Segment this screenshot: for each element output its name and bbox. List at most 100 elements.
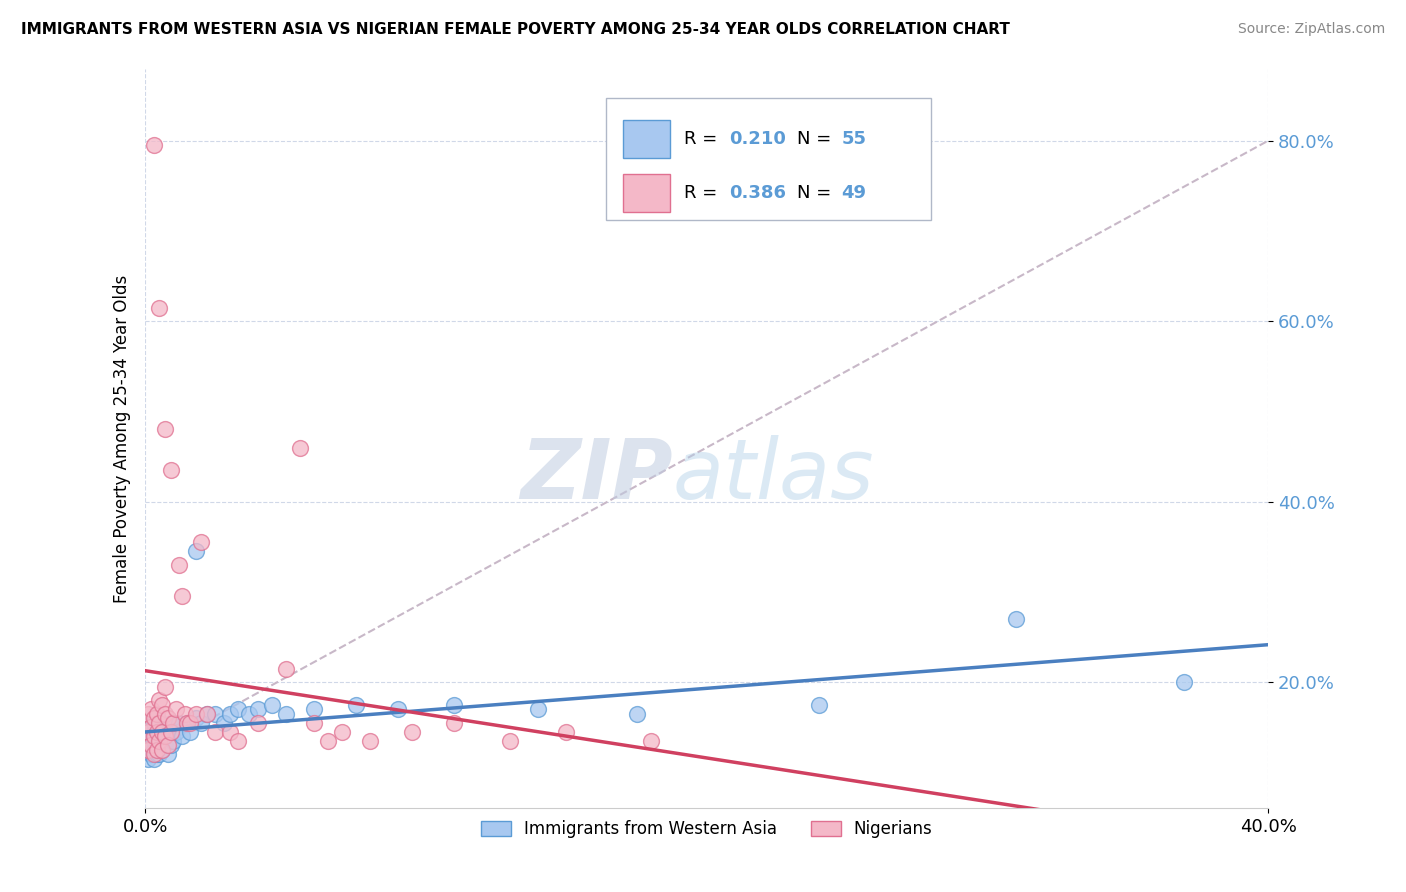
Point [162,733,184,747]
Point [148,724,170,739]
Point [150,724,173,739]
Point [148,301,170,315]
Point [165,724,187,739]
Point [170,590,193,604]
Point [179,715,201,730]
Point [184,706,207,721]
Point [142,743,165,757]
Point [170,729,193,743]
Text: 0.210: 0.210 [730,130,786,148]
Point [148,693,170,707]
Point [238,706,260,721]
Point [136,706,159,721]
Point [176,715,198,730]
Y-axis label: Female Poverty Among 25-34 Year Olds: Female Poverty Among 25-34 Year Olds [114,275,131,603]
Point [142,715,165,730]
Text: R =: R = [685,130,723,148]
Point [142,752,165,766]
Point [302,702,325,716]
Point [246,702,269,716]
Point [150,698,173,712]
Point [145,706,167,721]
Point [145,724,167,739]
Text: IMMIGRANTS FROM WESTERN ASIA VS NIGERIAN FEMALE POVERTY AMONG 25-34 YEAR OLDS CO: IMMIGRANTS FROM WESTERN ASIA VS NIGERIAN… [21,22,1010,37]
Point [142,138,165,153]
Point [173,706,195,721]
Point [1004,612,1026,626]
Point [167,558,190,572]
Point [142,747,165,762]
Point [150,743,173,757]
Point [145,729,167,743]
Point [401,724,423,739]
Point [344,698,367,712]
Point [148,733,170,747]
Point [302,715,325,730]
Point [136,724,159,739]
Point [179,724,201,739]
Point [139,739,162,753]
Point [218,706,240,721]
Point [148,715,170,730]
Point [626,706,648,721]
Point [808,698,831,712]
Point [148,747,170,762]
Point [274,706,297,721]
Point [142,729,165,743]
Point [288,441,311,455]
Point [176,715,198,730]
Text: 55: 55 [841,130,866,148]
Point [139,702,162,716]
Point [136,733,159,747]
Point [145,743,167,757]
Point [148,715,170,730]
Point [145,711,167,725]
Point [153,706,176,721]
Text: Source: ZipAtlas.com: Source: ZipAtlas.com [1237,22,1385,37]
Point [156,747,179,762]
Point [139,729,162,743]
Point [153,422,176,436]
Point [212,715,235,730]
Point [159,739,181,753]
Point [153,680,176,694]
Point [555,724,578,739]
Text: R =: R = [685,184,723,202]
Point [142,711,165,725]
Point [150,743,173,757]
Point [156,711,179,725]
Point [226,702,249,716]
Point [150,724,173,739]
Point [139,739,162,753]
Point [136,752,159,766]
Point [139,720,162,734]
Text: ZIP: ZIP [520,435,673,516]
Point [527,702,550,716]
Point [156,739,179,753]
Point [153,739,176,753]
Point [274,662,297,676]
Point [142,724,165,739]
Point [150,733,173,747]
Point [204,724,226,739]
Point [184,711,207,725]
Point [136,743,159,757]
FancyBboxPatch shape [606,98,931,220]
Point [443,698,465,712]
Point [1173,675,1195,690]
Text: atlas: atlas [673,435,875,516]
Point [139,747,162,762]
Point [195,706,218,721]
Point [145,739,167,753]
Point [359,733,381,747]
Point [184,544,207,558]
Point [139,720,162,734]
Point [499,733,522,747]
Point [153,729,176,743]
Legend: Immigrants from Western Asia, Nigerians: Immigrants from Western Asia, Nigerians [474,814,939,845]
Point [246,715,269,730]
Point [153,724,176,739]
Point [195,706,218,721]
Point [387,702,409,716]
Point [260,698,283,712]
